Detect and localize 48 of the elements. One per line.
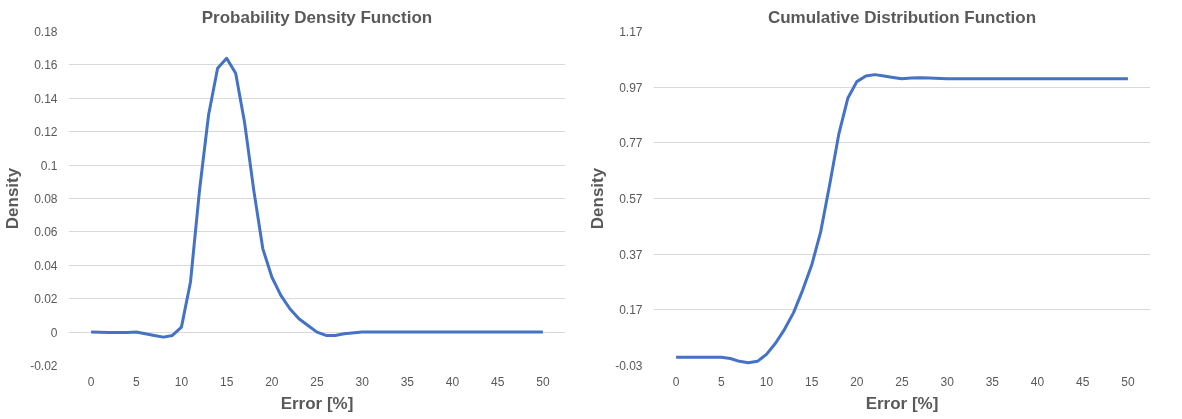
x-tick-label: 0 (87, 374, 95, 389)
line-series (674, 73, 1130, 365)
x-axis-title: Error [%] (280, 393, 354, 413)
y-tick-label: 0.18 (34, 25, 58, 39)
x-tick-label: 40 (1030, 374, 1045, 389)
x-tick-label: 50 (536, 374, 550, 389)
chart-title: Cumulative Distribution Function (767, 7, 1037, 27)
y-tick-label: 0.57 (619, 192, 643, 206)
y-tick-label: 0.06 (34, 225, 58, 240)
y-tick-label: -0.02 (30, 359, 58, 373)
x-tick-label: 0 (672, 374, 680, 389)
x-tick-label: 50 (1121, 374, 1135, 389)
x-tick-label: 30 (355, 374, 370, 389)
x-tick-label: 20 (265, 374, 279, 389)
x-tick-label: 5 (717, 374, 725, 389)
y-axis-title: Density (588, 167, 608, 230)
x-tick-label: 15 (804, 374, 819, 389)
x-tick-label: 15 (219, 374, 234, 389)
line-series (89, 56, 545, 339)
chart-title: Probability Density Function (201, 7, 433, 27)
y-tick-label: 1.17 (619, 25, 643, 39)
x-tick-label: 20 (850, 374, 864, 389)
y-tick-label: -0.03 (615, 359, 643, 373)
y-tick-label: 0.16 (34, 58, 58, 73)
y-tick-label: 0.02 (34, 292, 58, 307)
y-tick-label: 0.17 (619, 303, 643, 318)
y-tick-label: 0.97 (619, 80, 643, 95)
y-tick-label: 0.04 (34, 258, 58, 273)
x-tick-label: 35 (985, 374, 1000, 389)
x-tick-label: 45 (491, 374, 505, 389)
y-tick-label: 0.1 (40, 158, 58, 173)
y-tick-label: 0.12 (34, 125, 58, 140)
x-tick-label: 10 (174, 374, 189, 389)
y-tick-label: 0.14 (34, 91, 58, 106)
x-tick-label: 25 (310, 374, 324, 389)
x-axis-title: Error [%] (865, 393, 939, 413)
x-tick-label: 30 (940, 374, 955, 389)
x-tick-label: 45 (1076, 374, 1090, 389)
y-tick-label: 0.08 (34, 192, 58, 206)
x-tick-label: 5 (132, 374, 140, 389)
x-tick-label: 35 (400, 374, 415, 389)
x-tick-label: 25 (895, 374, 909, 389)
y-axis-title: Density (3, 167, 23, 230)
x-tick-label: 10 (759, 374, 774, 389)
y-tick-label: 0.37 (619, 247, 643, 262)
x-tick-label: 40 (445, 374, 460, 389)
y-tick-label: 0 (50, 325, 58, 340)
y-tick-label: 0.77 (619, 136, 643, 151)
